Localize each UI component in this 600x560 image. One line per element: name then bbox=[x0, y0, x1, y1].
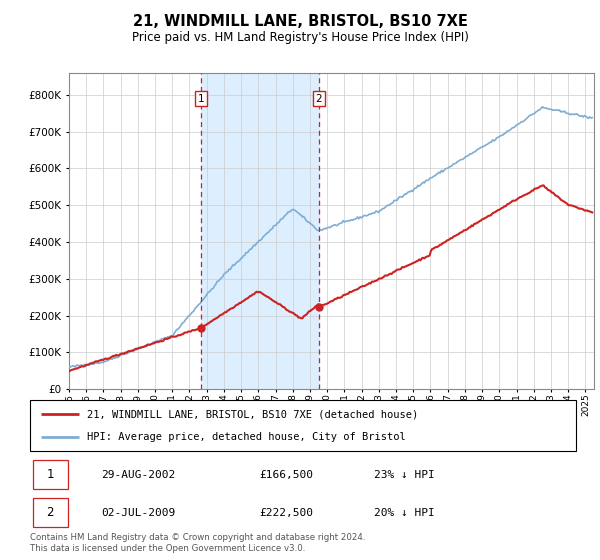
Text: 02-JUL-2009: 02-JUL-2009 bbox=[101, 507, 175, 517]
Text: Price paid vs. HM Land Registry's House Price Index (HPI): Price paid vs. HM Land Registry's House … bbox=[131, 31, 469, 44]
Text: 2: 2 bbox=[46, 506, 54, 519]
Text: £222,500: £222,500 bbox=[259, 507, 313, 517]
Text: 21, WINDMILL LANE, BRISTOL, BS10 7XE: 21, WINDMILL LANE, BRISTOL, BS10 7XE bbox=[133, 14, 467, 29]
FancyBboxPatch shape bbox=[33, 460, 68, 489]
FancyBboxPatch shape bbox=[30, 400, 576, 451]
Text: 29-AUG-2002: 29-AUG-2002 bbox=[101, 470, 175, 480]
Text: 1: 1 bbox=[197, 94, 204, 104]
Text: 23% ↓ HPI: 23% ↓ HPI bbox=[374, 470, 435, 480]
Text: Contains HM Land Registry data © Crown copyright and database right 2024.
This d: Contains HM Land Registry data © Crown c… bbox=[30, 533, 365, 553]
FancyBboxPatch shape bbox=[33, 498, 68, 527]
Bar bbox=[201, 73, 319, 389]
Text: 20% ↓ HPI: 20% ↓ HPI bbox=[374, 507, 435, 517]
Text: HPI: Average price, detached house, City of Bristol: HPI: Average price, detached house, City… bbox=[88, 432, 406, 442]
Text: 1: 1 bbox=[46, 468, 54, 481]
Text: £166,500: £166,500 bbox=[259, 470, 313, 480]
Text: 21, WINDMILL LANE, BRISTOL, BS10 7XE (detached house): 21, WINDMILL LANE, BRISTOL, BS10 7XE (de… bbox=[88, 409, 419, 419]
Text: 2: 2 bbox=[315, 94, 322, 104]
